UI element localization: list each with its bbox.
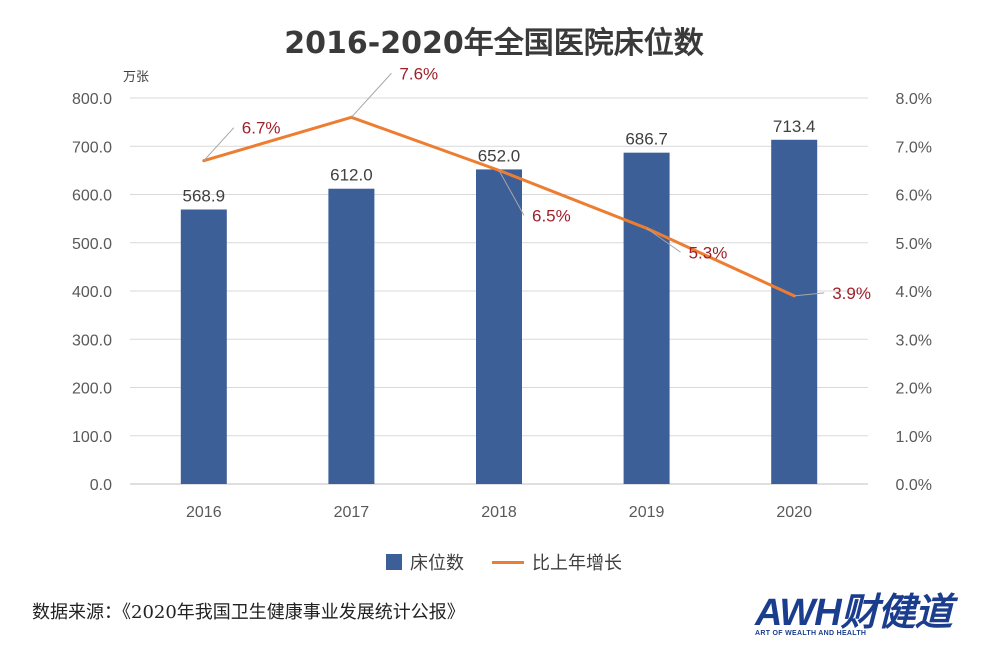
chart-legend: 床位数 比上年增长 <box>386 549 650 575</box>
y-left-tick-label: 100.0 <box>72 429 112 446</box>
y-left-tick-label: 800.0 <box>72 91 112 108</box>
leader-line <box>646 227 681 253</box>
y-right-tick-label: 8.0% <box>896 91 932 108</box>
growth-value-label: 3.9% <box>832 284 871 303</box>
y-left-tick-label: 600.0 <box>72 188 112 205</box>
y-right-tick-label: 1.0% <box>896 429 932 446</box>
y-right-tick-label: 6.0% <box>896 188 932 205</box>
chart-canvas: 568.9 612.0 652.0 686.7 713.4 6.7% 7.6% 6.5% 5.3… <box>72 64 932 521</box>
leader-line <box>351 72 392 118</box>
legend-label-growth: 比上年增长 <box>532 553 622 574</box>
y-right-tick-label: 5.0% <box>896 236 932 253</box>
legend-item-beds: 床位数 <box>386 549 464 575</box>
bar-value-label: 652.0 <box>478 146 521 165</box>
y-right-tick-label: 3.0% <box>896 332 932 349</box>
legend-label-beds: 床位数 <box>410 553 464 574</box>
legend-swatch-bar <box>386 554 402 570</box>
growth-value-label: 6.5% <box>532 206 571 225</box>
leader-line <box>794 292 825 297</box>
bar-value-label: 612.0 <box>330 166 373 185</box>
brand-logo: AWH财健道 ART OF WEALTH AND HEALTH <box>755 592 953 637</box>
data-labels: 568.9 612.0 652.0 686.7 713.4 6.7% 7.6% 6.5% 5.3… <box>183 64 871 303</box>
x-tick-label: 2018 <box>481 504 517 521</box>
legend-swatch-line <box>492 560 524 564</box>
legend-item-growth: 比上年增长 <box>492 549 622 575</box>
growth-value-label: 7.6% <box>399 64 438 83</box>
chart-title: 2016-2020年全国医院床位数 <box>284 26 704 61</box>
bar <box>180 209 227 485</box>
bar-series <box>180 139 818 485</box>
y-left-tick-label: 500.0 <box>72 236 112 253</box>
growth-value-label: 5.3% <box>689 243 728 262</box>
source-note: 数据来源：《2020年我国卫生健康事业发展统计公报》 <box>32 602 465 623</box>
y-right-tick-label: 4.0% <box>896 284 932 301</box>
bar <box>328 188 375 484</box>
y-left-tick-label: 700.0 <box>72 139 112 156</box>
growth-value-label: 6.7% <box>242 119 281 138</box>
leader-line <box>203 127 235 162</box>
bar <box>476 169 522 484</box>
x-tick-label: 2019 <box>629 504 665 521</box>
y-left-tick-label: 0.0 <box>90 477 112 494</box>
y-right-tick-label: 0.0% <box>896 477 932 494</box>
axis-labels: 0.0 100.0 200.0 300.0 400.0 500.0 600.0 700.0 80… <box>72 70 932 521</box>
x-tick-label: 2017 <box>334 504 370 521</box>
bar <box>623 152 670 485</box>
bar-value-label: 568.9 <box>183 187 226 206</box>
y-right-tick-label: 2.0% <box>896 381 932 398</box>
bar-value-label: 713.4 <box>773 117 816 136</box>
x-tick-label: 2016 <box>186 504 222 521</box>
y-left-tick-label: 300.0 <box>72 332 112 349</box>
x-tick-label: 2020 <box>776 504 812 521</box>
y-left-tick-label: 400.0 <box>72 284 112 301</box>
leader-line <box>498 170 525 216</box>
bar <box>771 139 818 485</box>
y-right-tick-label: 7.0% <box>896 139 932 156</box>
y-left-unit-label: 万张 <box>123 70 149 85</box>
bar-value-label: 686.7 <box>625 130 668 149</box>
y-left-tick-label: 200.0 <box>72 381 112 398</box>
